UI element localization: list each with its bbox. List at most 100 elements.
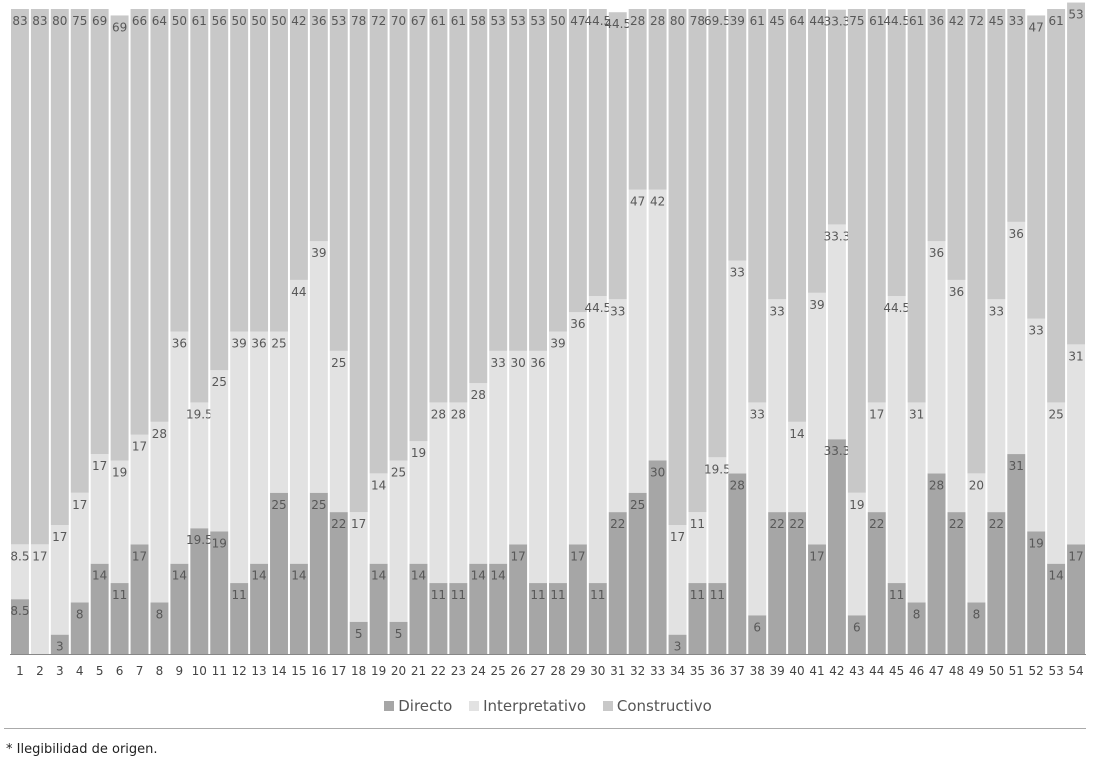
bar-segment-directo-52 — [1027, 531, 1046, 654]
bar-segment-constructivo-29 — [568, 9, 587, 313]
data-label-constructivo-13: 50 — [251, 14, 266, 28]
bar-segment-interpretativo-30 — [588, 296, 607, 584]
data-label-interpretativo-22: 28 — [431, 407, 446, 421]
data-label-constructivo-9: 50 — [172, 14, 187, 28]
legend-label-constructivo: Constructivo — [616, 697, 712, 715]
bar-segment-constructivo-42 — [827, 9, 846, 225]
data-label-directo-19: 14 — [371, 569, 386, 583]
x-tick-label-4: 4 — [76, 664, 84, 678]
bar-segment-interpretativo-35 — [688, 512, 707, 584]
legend-swatch-directo — [384, 701, 395, 711]
x-tick-label-46: 46 — [909, 664, 924, 678]
x-tick-label-34: 34 — [670, 664, 685, 678]
data-label-directo-24: 14 — [471, 569, 486, 583]
bar-segment-interpretativo-4 — [70, 492, 89, 603]
data-label-interpretativo-8: 28 — [152, 427, 167, 441]
data-label-interpretativo-5: 17 — [92, 459, 107, 473]
data-label-constructivo-46: 61 — [909, 14, 924, 28]
data-label-directo-50: 22 — [989, 517, 1004, 531]
bar-segment-constructivo-12 — [230, 9, 249, 332]
bar-segment-directo-44 — [867, 512, 886, 654]
data-label-interpretativo-37: 33 — [730, 266, 745, 280]
bar-segment-directo-51 — [1007, 454, 1026, 654]
bar-segment-constructivo-5 — [90, 9, 109, 455]
x-tick-label-5: 5 — [96, 664, 104, 678]
bar-segment-constructivo-32 — [628, 9, 647, 190]
x-tick-label-7: 7 — [136, 664, 144, 678]
bar-segment-directo-7 — [130, 544, 149, 654]
bar-segment-interpretativo-9 — [170, 331, 189, 564]
bar-segment-interpretativo-38 — [748, 402, 767, 616]
data-label-directo-11: 19 — [212, 536, 227, 550]
x-tick-label-13: 13 — [251, 664, 266, 678]
bar-segment-constructivo-49 — [967, 9, 986, 474]
data-label-constructivo-16: 36 — [311, 14, 326, 28]
data-label-interpretativo-48: 36 — [949, 285, 964, 299]
data-label-constructivo-49: 72 — [969, 14, 984, 28]
x-tick-label-37: 37 — [730, 664, 745, 678]
bar-segment-interpretativo-1 — [11, 544, 29, 600]
bar-segment-constructivo-52 — [1027, 15, 1046, 319]
bar-segment-directo-38 — [748, 615, 767, 654]
data-label-interpretativo-51: 36 — [1009, 227, 1024, 241]
data-label-constructivo-45: 44.5 — [883, 14, 910, 28]
data-label-constructivo-32: 28 — [630, 14, 645, 28]
bar-segment-constructivo-41 — [808, 9, 826, 293]
x-tick-label-31: 31 — [610, 664, 625, 678]
bar-segment-interpretativo-14 — [270, 331, 288, 493]
bar-segment-directo-34 — [668, 634, 687, 654]
data-label-directo-3: 3 — [56, 640, 64, 654]
data-label-interpretativo-19: 14 — [371, 478, 386, 492]
x-tick-label-26: 26 — [510, 664, 525, 678]
bar-segment-constructivo-24 — [469, 9, 488, 384]
bar-segment-constructivo-8 — [150, 9, 169, 422]
bar-segment-constructivo-50 — [987, 9, 1006, 300]
data-label-interpretativo-43: 19 — [849, 498, 864, 512]
data-label-constructivo-50: 45 — [989, 14, 1004, 28]
x-tick-label-49: 49 — [969, 664, 984, 678]
bar-segment-directo-27 — [529, 583, 547, 654]
data-label-interpretativo-41: 39 — [809, 298, 824, 312]
data-label-constructivo-25: 53 — [491, 14, 506, 28]
bar-segment-directo-5 — [90, 563, 109, 654]
x-tick-label-40: 40 — [789, 664, 804, 678]
data-label-directo-26: 17 — [510, 549, 525, 563]
bar-segment-directo-19 — [369, 563, 388, 654]
data-label-constructivo-14: 50 — [271, 14, 286, 28]
bar-segment-interpretativo-48 — [947, 279, 966, 513]
bar-segment-directo-36 — [708, 583, 727, 654]
data-label-directo-46: 8 — [913, 607, 921, 621]
bar-segment-constructivo-54 — [1067, 2, 1085, 345]
data-label-directo-9: 14 — [172, 569, 187, 583]
bar-segment-constructivo-1 — [11, 9, 29, 545]
data-label-directo-43: 6 — [853, 620, 861, 634]
data-label-interpretativo-27: 36 — [530, 356, 545, 370]
bar-segment-interpretativo-11 — [210, 370, 229, 532]
bar-segment-interpretativo-26 — [509, 350, 528, 545]
bar-segment-interpretativo-20 — [389, 460, 408, 622]
data-label-interpretativo-54: 31 — [1068, 349, 1083, 363]
bar-segment-interpretativo-27 — [529, 350, 547, 584]
x-tick-label-41: 41 — [809, 664, 824, 678]
data-label-directo-52: 19 — [1029, 536, 1044, 550]
bar-segment-constructivo-30 — [588, 9, 607, 297]
data-label-directo-53: 14 — [1048, 569, 1063, 583]
bar-segment-constructivo-16 — [309, 9, 328, 242]
data-label-directo-14: 25 — [271, 498, 286, 512]
bar-segment-interpretativo-28 — [549, 331, 567, 584]
data-label-constructivo-48: 42 — [949, 14, 964, 28]
data-label-constructivo-38: 61 — [750, 14, 765, 28]
x-tick-label-11: 11 — [212, 664, 227, 678]
bar-segment-constructivo-51 — [1007, 9, 1026, 222]
data-label-interpretativo-32: 47 — [630, 195, 645, 209]
bar-segment-directo-4 — [70, 602, 89, 654]
data-label-directo-45: 11 — [889, 588, 904, 602]
data-label-constructivo-34: 80 — [670, 14, 685, 28]
data-label-directo-20: 5 — [395, 627, 403, 641]
bar-segment-constructivo-6 — [110, 15, 129, 461]
data-label-directo-13: 14 — [251, 569, 266, 583]
bar-segment-constructivo-18 — [349, 9, 368, 513]
data-label-interpretativo-50: 33 — [989, 304, 1004, 318]
x-tick-label-23: 23 — [451, 664, 466, 678]
data-label-interpretativo-21: 19 — [411, 446, 426, 460]
